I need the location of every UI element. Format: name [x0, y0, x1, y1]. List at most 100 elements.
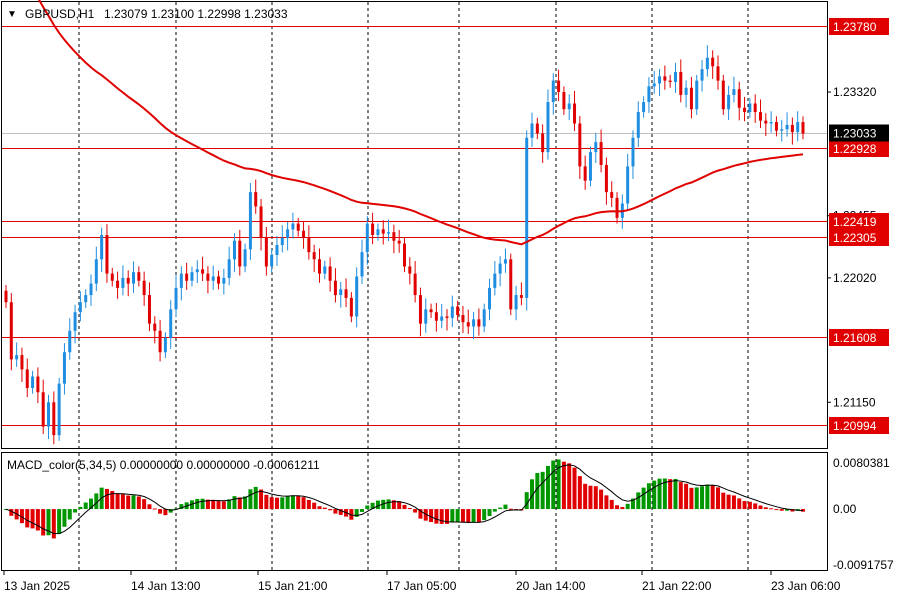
candle-body [769, 122, 773, 124]
macd-bar [163, 509, 168, 516]
candle-body [52, 402, 56, 436]
macd-bar [710, 484, 715, 510]
candle-body [397, 240, 401, 244]
macd-title: MACD_color(5,34,5) 0.00000000 0.00000000… [7, 458, 320, 472]
candle-body [785, 124, 789, 130]
macd-bar [429, 509, 434, 523]
macd-bar [211, 499, 216, 510]
macd-bar [216, 501, 221, 510]
macd-bar [179, 504, 184, 510]
candle-body [530, 123, 534, 138]
macd-bar [700, 486, 705, 510]
candle-body [716, 66, 720, 81]
level-label: 1.20994 [833, 419, 877, 433]
macd-bar [779, 509, 784, 511]
macd-bar [668, 479, 673, 510]
macd-bar [221, 501, 226, 510]
macd-bar [439, 509, 444, 524]
level-badge [829, 417, 889, 434]
candle-body [535, 123, 539, 134]
symbol-arrow[interactable]: ▼ [7, 9, 17, 20]
candle-body [780, 129, 784, 131]
macd-bar [769, 508, 774, 510]
macd-bar [126, 495, 131, 510]
candle-body [679, 72, 683, 95]
candle-body [227, 259, 231, 278]
candle-body [312, 252, 316, 260]
macd-bar [561, 461, 566, 510]
candle-body [700, 69, 704, 81]
level-label: 1.22419 [833, 215, 877, 229]
candle-body [286, 229, 290, 238]
macd-bar [503, 504, 508, 510]
candle-body [668, 80, 672, 83]
candle-body [201, 269, 205, 274]
candle-body [440, 316, 444, 321]
macd-panel[interactable] [1, 452, 828, 571]
candle-body [9, 302, 13, 360]
macd-bar [35, 509, 40, 531]
vertical-grid [78, 2, 749, 570]
candle-body [169, 309, 173, 338]
candle-body [408, 266, 412, 274]
candle-body [47, 402, 51, 427]
candle-body [360, 252, 364, 277]
candle-body [658, 76, 662, 84]
level-label: 1.23780 [833, 20, 877, 34]
candle-body [514, 295, 518, 310]
candle-body [525, 137, 529, 298]
time-tick-label: 14 Jan 13:00 [131, 579, 201, 593]
time-tick-label: 15 Jan 21:00 [258, 579, 328, 593]
macd-bar [747, 501, 752, 510]
macd-bar [328, 509, 333, 511]
level-badge [829, 229, 889, 246]
macd-bar [508, 508, 513, 510]
macd-bar [142, 499, 147, 510]
macd-bar [89, 498, 94, 510]
candle-body [349, 297, 353, 317]
candle-body [89, 283, 93, 296]
macd-bar [306, 499, 311, 510]
candle-body [243, 249, 247, 267]
candle-body [599, 142, 603, 165]
candle-body [604, 164, 608, 193]
candle-body [743, 107, 747, 113]
macd-bar [237, 497, 242, 510]
candle-body [57, 383, 61, 436]
macd-bar [540, 471, 545, 510]
macd-bar [753, 503, 758, 510]
ma-line [38, 0, 804, 246]
macd-tick-label: -0.0091757 [833, 558, 894, 572]
time-tick-label: 23 Jan 06:00 [771, 579, 841, 593]
macd-bar [312, 502, 317, 510]
macd-bar [620, 507, 625, 510]
macd-bar [227, 499, 232, 510]
candle-body [36, 376, 40, 393]
macd-tick-label: 0.00 [833, 502, 857, 516]
price-panel[interactable] [1, 1, 828, 449]
candle-body [578, 123, 582, 167]
macd-bar [726, 494, 731, 510]
macd-bar [615, 505, 620, 510]
candle-body [179, 273, 183, 288]
macd-bar [636, 492, 641, 510]
candle-body [371, 223, 375, 236]
candle-body [132, 272, 136, 284]
macd-bar [274, 497, 279, 510]
macd-bar [131, 495, 136, 510]
candle-body [519, 295, 523, 298]
candle-body [264, 237, 268, 267]
macd-bar [471, 509, 476, 523]
candle-body [663, 76, 667, 81]
macd-bar [381, 499, 386, 510]
candle-body [121, 277, 125, 288]
macd-bar [535, 472, 540, 510]
candle-body [695, 80, 699, 110]
candle-body [588, 152, 592, 181]
current-price-badge [829, 124, 889, 142]
price-tick-label: 1.23320 [833, 85, 877, 99]
candle-body [764, 120, 768, 124]
candle-body [25, 369, 29, 388]
macd-bar [785, 509, 790, 511]
